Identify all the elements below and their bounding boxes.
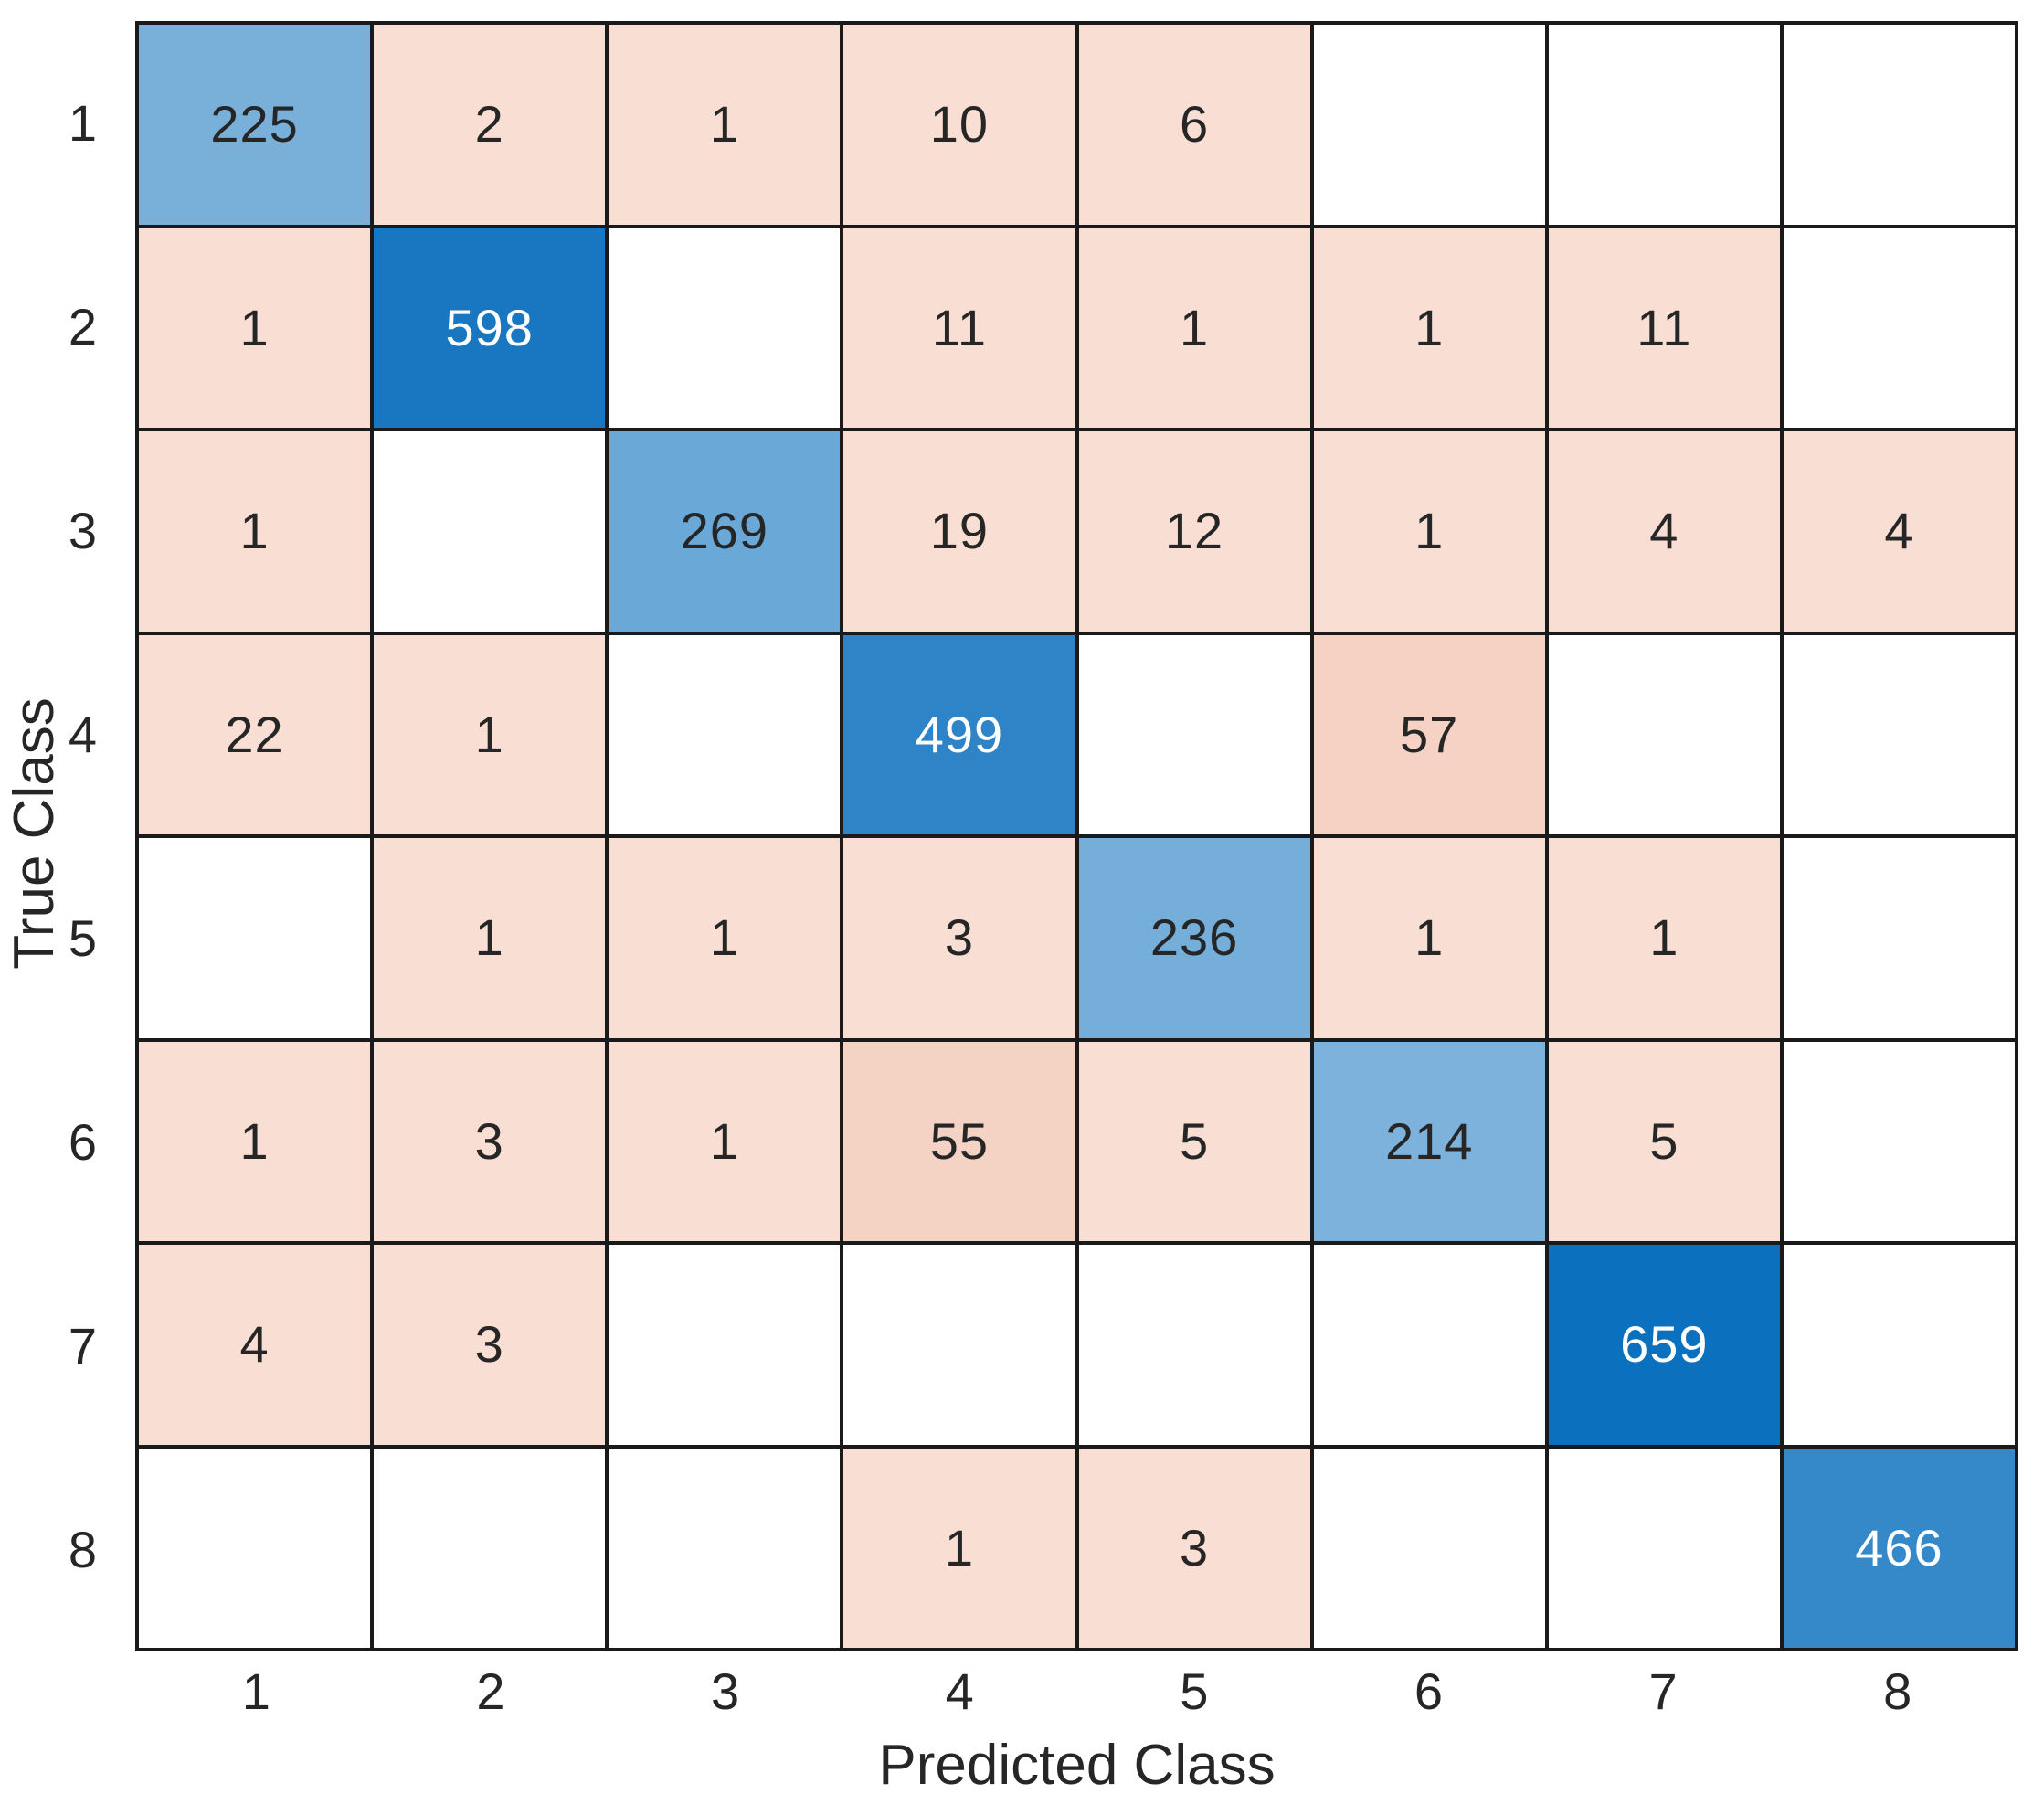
y-tick-label-4: 4 — [68, 706, 97, 763]
matrix-cell-r8-c3 — [609, 1448, 841, 1648]
matrix-cell-r1-c5: 6 — [1078, 25, 1310, 225]
matrix-cell-r2-c7: 11 — [1548, 228, 1780, 428]
x-tick-label-3: 3 — [710, 1662, 740, 1720]
matrix-cell-r4-c4: 499 — [843, 634, 1075, 834]
matrix-cell-r3-c7: 4 — [1548, 431, 1780, 632]
matrix-cell-r7-c1: 4 — [139, 1245, 371, 1445]
y-tick-labels: 1 2 3 4 5 6 7 8 — [0, 21, 121, 1651]
y-tick-label-5: 5 — [68, 909, 97, 967]
matrix-cell-r2-c1: 1 — [139, 228, 371, 428]
matrix-cell-r6-c5: 5 — [1078, 1041, 1310, 1241]
matrix-cell-r8-c4: 1 — [843, 1448, 1075, 1648]
matrix-cell-r4-c1: 22 — [139, 634, 371, 834]
matrix-cell-r5-c3: 1 — [609, 838, 841, 1038]
y-tick-label-2: 2 — [68, 298, 97, 356]
matrix-cell-r6-c3: 1 — [609, 1041, 841, 1241]
matrix-cell-r1-c8 — [1783, 25, 2015, 225]
confusion-matrix-grid: 225 2 1 10 6 1 598 11 1 1 11 1 269 19 12 1 4 4 22 1 499 57 1 1 3… — [139, 25, 2015, 1648]
matrix-cell-r2-c2: 598 — [374, 228, 606, 428]
matrix-cell-r6-c1: 1 — [139, 1041, 371, 1241]
matrix-cell-r2-c8 — [1783, 228, 2015, 428]
matrix-cell-r5-c4: 3 — [843, 838, 1075, 1038]
matrix-cell-r6-c6: 214 — [1313, 1041, 1545, 1241]
matrix-cell-r5-c6: 1 — [1313, 838, 1545, 1038]
matrix-cell-r7-c3 — [609, 1245, 841, 1445]
matrix-cell-r3-c6: 1 — [1313, 431, 1545, 632]
matrix-cell-r8-c1 — [139, 1448, 371, 1648]
matrix-cell-r6-c8 — [1783, 1041, 2015, 1241]
matrix-cell-r7-c6 — [1313, 1245, 1545, 1445]
x-tick-label-2: 2 — [476, 1662, 505, 1720]
matrix-cell-r1-c4: 10 — [843, 25, 1075, 225]
matrix-cell-r1-c7 — [1548, 25, 1780, 225]
matrix-cell-r4-c2: 1 — [374, 634, 606, 834]
matrix-cell-r8-c8: 466 — [1783, 1448, 2015, 1648]
matrix-cell-r5-c2: 1 — [374, 838, 606, 1038]
matrix-cell-r7-c5 — [1078, 1245, 1310, 1445]
matrix-cell-r4-c7 — [1548, 634, 1780, 834]
matrix-cell-r2-c3 — [609, 228, 841, 428]
matrix-cell-r5-c8 — [1783, 838, 2015, 1038]
matrix-cell-r4-c8 — [1783, 634, 2015, 834]
matrix-cell-r7-c7: 659 — [1548, 1245, 1780, 1445]
y-tick-label-8: 8 — [68, 1521, 97, 1578]
x-tick-label-6: 6 — [1414, 1662, 1444, 1720]
matrix-cell-r5-c7: 1 — [1548, 838, 1780, 1038]
x-tick-labels: 1 2 3 4 5 6 7 8 — [139, 1662, 2015, 1725]
y-tick-label-7: 7 — [68, 1317, 97, 1375]
matrix-cell-r7-c8 — [1783, 1245, 2015, 1445]
matrix-cell-r3-c2 — [374, 431, 606, 632]
matrix-cell-r2-c4: 11 — [843, 228, 1075, 428]
matrix-cell-r4-c3 — [609, 634, 841, 834]
matrix-cell-r4-c6: 57 — [1313, 634, 1545, 834]
x-tick-label-4: 4 — [945, 1662, 974, 1720]
matrix-cell-r3-c5: 12 — [1078, 431, 1310, 632]
matrix-cell-r5-c1 — [139, 838, 371, 1038]
matrix-cell-r8-c2 — [374, 1448, 606, 1648]
matrix-cell-r2-c5: 1 — [1078, 228, 1310, 428]
y-tick-label-6: 6 — [68, 1113, 97, 1171]
matrix-cell-r1-c3: 1 — [609, 25, 841, 225]
y-tick-label-3: 3 — [68, 502, 97, 559]
matrix-cell-r8-c5: 3 — [1078, 1448, 1310, 1648]
matrix-cell-r6-c7: 5 — [1548, 1041, 1780, 1241]
matrix-cell-r4-c5 — [1078, 634, 1310, 834]
y-tick-label-1: 1 — [68, 94, 97, 152]
matrix-cell-r1-c2: 2 — [374, 25, 606, 225]
matrix-cell-r2-c6: 1 — [1313, 228, 1545, 428]
matrix-cell-r7-c4 — [843, 1245, 1075, 1445]
x-tick-label-1: 1 — [241, 1662, 270, 1720]
matrix-cell-r8-c6 — [1313, 1448, 1545, 1648]
x-tick-label-7: 7 — [1648, 1662, 1678, 1720]
x-tick-label-8: 8 — [1883, 1662, 1912, 1720]
matrix-cell-r6-c2: 3 — [374, 1041, 606, 1241]
plot-area: 225 2 1 10 6 1 598 11 1 1 11 1 269 19 12 1 4 4 22 1 499 57 1 1 3… — [135, 21, 2018, 1651]
matrix-cell-r3-c1: 1 — [139, 431, 371, 632]
matrix-cell-r6-c4: 55 — [843, 1041, 1075, 1241]
matrix-cell-r1-c6 — [1313, 25, 1545, 225]
matrix-cell-r3-c3: 269 — [609, 431, 841, 632]
x-tick-label-5: 5 — [1180, 1662, 1209, 1720]
matrix-cell-r1-c1: 225 — [139, 25, 371, 225]
matrix-cell-r3-c8: 4 — [1783, 431, 2015, 632]
matrix-cell-r3-c4: 19 — [843, 431, 1075, 632]
x-axis-title: Predicted Class — [878, 1734, 1276, 1797]
matrix-cell-r5-c5: 236 — [1078, 838, 1310, 1038]
matrix-cell-r8-c7 — [1548, 1448, 1780, 1648]
matrix-cell-r7-c2: 3 — [374, 1245, 606, 1445]
